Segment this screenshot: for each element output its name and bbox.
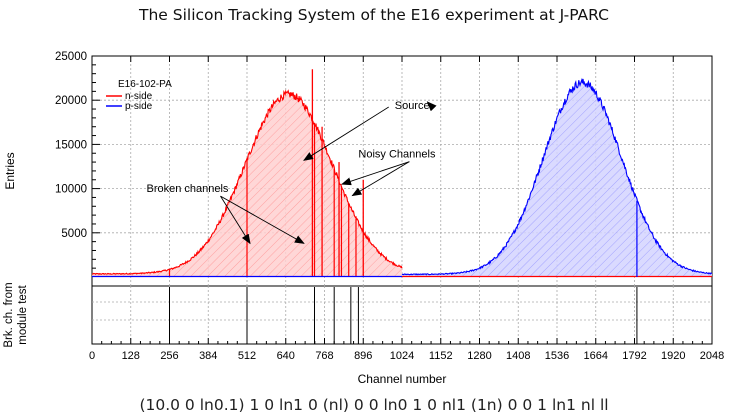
y-tick-label: 15000 <box>55 139 87 151</box>
y-tick-label: 20000 <box>55 95 87 107</box>
x-tick-label: 128 <box>122 350 140 362</box>
bottom-caption: (10.0 0 ln0.1) 1 0 ln1 0 (nl) 0 0 ln0 1 … <box>139 396 609 414</box>
annotation-label: Noisy Channels <box>358 149 436 161</box>
x-tick-label: 1024 <box>390 350 414 362</box>
x-tick-label: 2048 <box>700 350 724 362</box>
page-title: The Silicon Tracking System of the E16 e… <box>139 6 609 24</box>
x-tick-label: 256 <box>160 350 178 362</box>
x-tick-label: 640 <box>277 350 295 362</box>
x-tick-label: 1280 <box>467 350 491 362</box>
x-tick-label: 896 <box>354 350 372 362</box>
x-tick-label: 1920 <box>661 350 685 362</box>
annotation-label: Broken channels <box>146 183 228 195</box>
x-tick-label: 512 <box>238 350 256 362</box>
x-tick-label: 384 <box>199 350 217 362</box>
n-side-line <box>91 89 403 275</box>
x-tick-label: 1792 <box>622 350 646 362</box>
legend-label-n-side: n-side <box>125 91 153 102</box>
p-side-hatch <box>402 78 712 277</box>
annotation-arrow <box>220 195 305 244</box>
x-axis-label: Channel number <box>358 372 447 386</box>
lower-panel-label-line2: module test <box>17 284 29 344</box>
p-side-line <box>401 77 713 276</box>
x-tick-label: 1536 <box>545 350 569 362</box>
y-tick-label: 25000 <box>55 51 87 63</box>
x-tick-label: 1664 <box>584 350 608 362</box>
x-tick-label: 0 <box>89 350 95 362</box>
lower-panel-label-line1: Brk. ch. from <box>3 282 15 347</box>
y-tick-label: 10000 <box>55 184 87 196</box>
legend-header: E16-102-PA <box>118 79 172 90</box>
annotation-arrow <box>351 161 410 197</box>
annotation-arrow <box>426 101 437 112</box>
annotation-arrow <box>303 106 389 161</box>
y-axis-label: Entries <box>3 152 17 189</box>
legend-label-p-side: p-side <box>125 101 153 112</box>
annotation-arrow <box>341 161 410 186</box>
y-tick-label: 5000 <box>61 228 87 240</box>
annotation-arrow <box>220 195 251 245</box>
x-tick-label: 768 <box>315 350 333 362</box>
x-tick-label: 1408 <box>506 350 530 362</box>
chart: 0 128 256 384 512 640 768 896 1024 1152 1280 1408 15… <box>3 51 724 386</box>
x-tick-label: 1152 <box>429 350 453 362</box>
annotation-label: Source <box>395 100 430 112</box>
